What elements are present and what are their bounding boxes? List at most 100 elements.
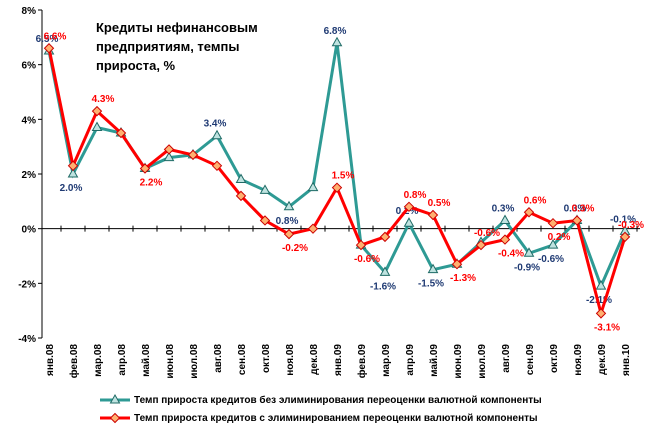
data-label: 0.2% [548,232,571,243]
x-tick-label: сен.09 [525,344,536,376]
marker [499,234,511,245]
x-tick-label: авг.08 [213,344,224,373]
marker [355,239,367,251]
data-label: 0.5% [428,198,451,209]
marker [235,190,247,202]
data-label: 6.8% [324,26,347,37]
marker [187,149,199,161]
chart-title: Кредиты нефинансовым предприятиям, темпы… [96,20,258,73]
x-tick-label: янв.09 [333,344,344,376]
marker [163,144,175,155]
x-tick-label: июл.08 [189,344,200,379]
marker [235,173,247,183]
x-tick-label: апр.09 [405,344,416,376]
marker [115,127,127,139]
marker [91,105,103,117]
marker [67,167,79,178]
data-label: 0.3% [572,203,595,214]
x-tick-label: авг.09 [501,344,512,373]
data-label: 2.2% [140,178,163,189]
data-label: -0.6% [474,228,500,239]
x-tick-label: май.08 [141,344,152,377]
marker [403,217,415,227]
data-label: 1.5% [332,171,355,182]
data-label: -0.9% [514,262,540,273]
data-label: -0.3% [618,220,644,231]
data-label: -0.4% [498,249,524,260]
data-label: 0.3% [564,203,587,214]
data-label: 0.3% [492,203,515,214]
marker [379,231,391,243]
legend-label: Темп прироста кредитов с элиминированием… [134,413,538,424]
legend-label: Темп прироста кредитов без элиминировани… [134,394,542,406]
y-tick-label: 6% [22,61,37,72]
data-label: -1.3% [450,273,476,284]
marker [43,43,55,54]
data-label: 6.5% [36,34,59,45]
marker [307,223,319,234]
legend-marker [109,393,121,404]
marker [379,266,391,276]
series-line [47,42,627,291]
x-tick-label: мар.08 [93,344,104,377]
x-tick-label: дек.09 [597,344,608,375]
data-label: -0.6% [538,254,564,265]
marker [283,228,295,240]
marker [331,36,343,47]
marker [307,181,319,192]
marker [595,308,607,319]
data-label: -0.1% [610,214,636,225]
x-tick-label: июн.08 [165,344,176,379]
marker [523,247,535,257]
x-tick-label: фев.09 [356,344,368,379]
x-tick-label: окт.08 [261,344,272,373]
x-tick-label: янв.10 [621,344,632,376]
x-tick-label: ноя.09 [573,344,584,376]
legend-marker [109,412,121,424]
x-tick-label: апр.08 [117,344,128,376]
x-tick-label: дек.08 [309,344,320,375]
marker [475,239,487,251]
y-tick-label: -2% [18,279,36,290]
data-label: 0.6% [524,195,547,206]
marker [451,258,463,270]
marker [571,215,583,226]
x-tick-label: фев.08 [68,344,80,379]
marker [595,280,607,290]
marker [499,214,511,224]
data-label: -3.1% [594,322,620,333]
x-tick-label: мар.09 [381,344,392,377]
data-label: -1.6% [370,281,396,292]
marker [547,239,559,249]
marker [619,231,631,243]
data-label: 0.8% [276,216,299,227]
marker [427,209,439,221]
y-tick-label: 8% [22,6,37,17]
marker [211,160,223,172]
data-label: 2.0% [60,183,83,194]
marker [259,184,271,194]
marker [283,200,295,211]
marker [427,263,439,274]
data-label: 0.8% [404,190,427,201]
marker [547,217,559,229]
x-tick-label: ноя.08 [285,344,296,376]
data-label: 4.3% [92,94,115,105]
data-label: -0.2% [282,243,308,254]
y-tick-label: 2% [22,170,37,181]
marker [331,182,343,193]
x-tick-label: май.09 [429,344,440,377]
marker [403,201,415,213]
marker [91,121,103,132]
data-label: 3.4% [204,119,227,130]
data-label: 0.2% [396,206,419,217]
y-tick-label: -4% [18,334,36,345]
y-tick-label: 4% [22,115,37,126]
y-tick-label: 0% [22,225,37,236]
marker [211,129,223,140]
data-label: 6.6% [44,31,67,42]
x-tick-label: июл.09 [477,344,488,379]
x-tick-label: янв.08 [45,344,56,376]
